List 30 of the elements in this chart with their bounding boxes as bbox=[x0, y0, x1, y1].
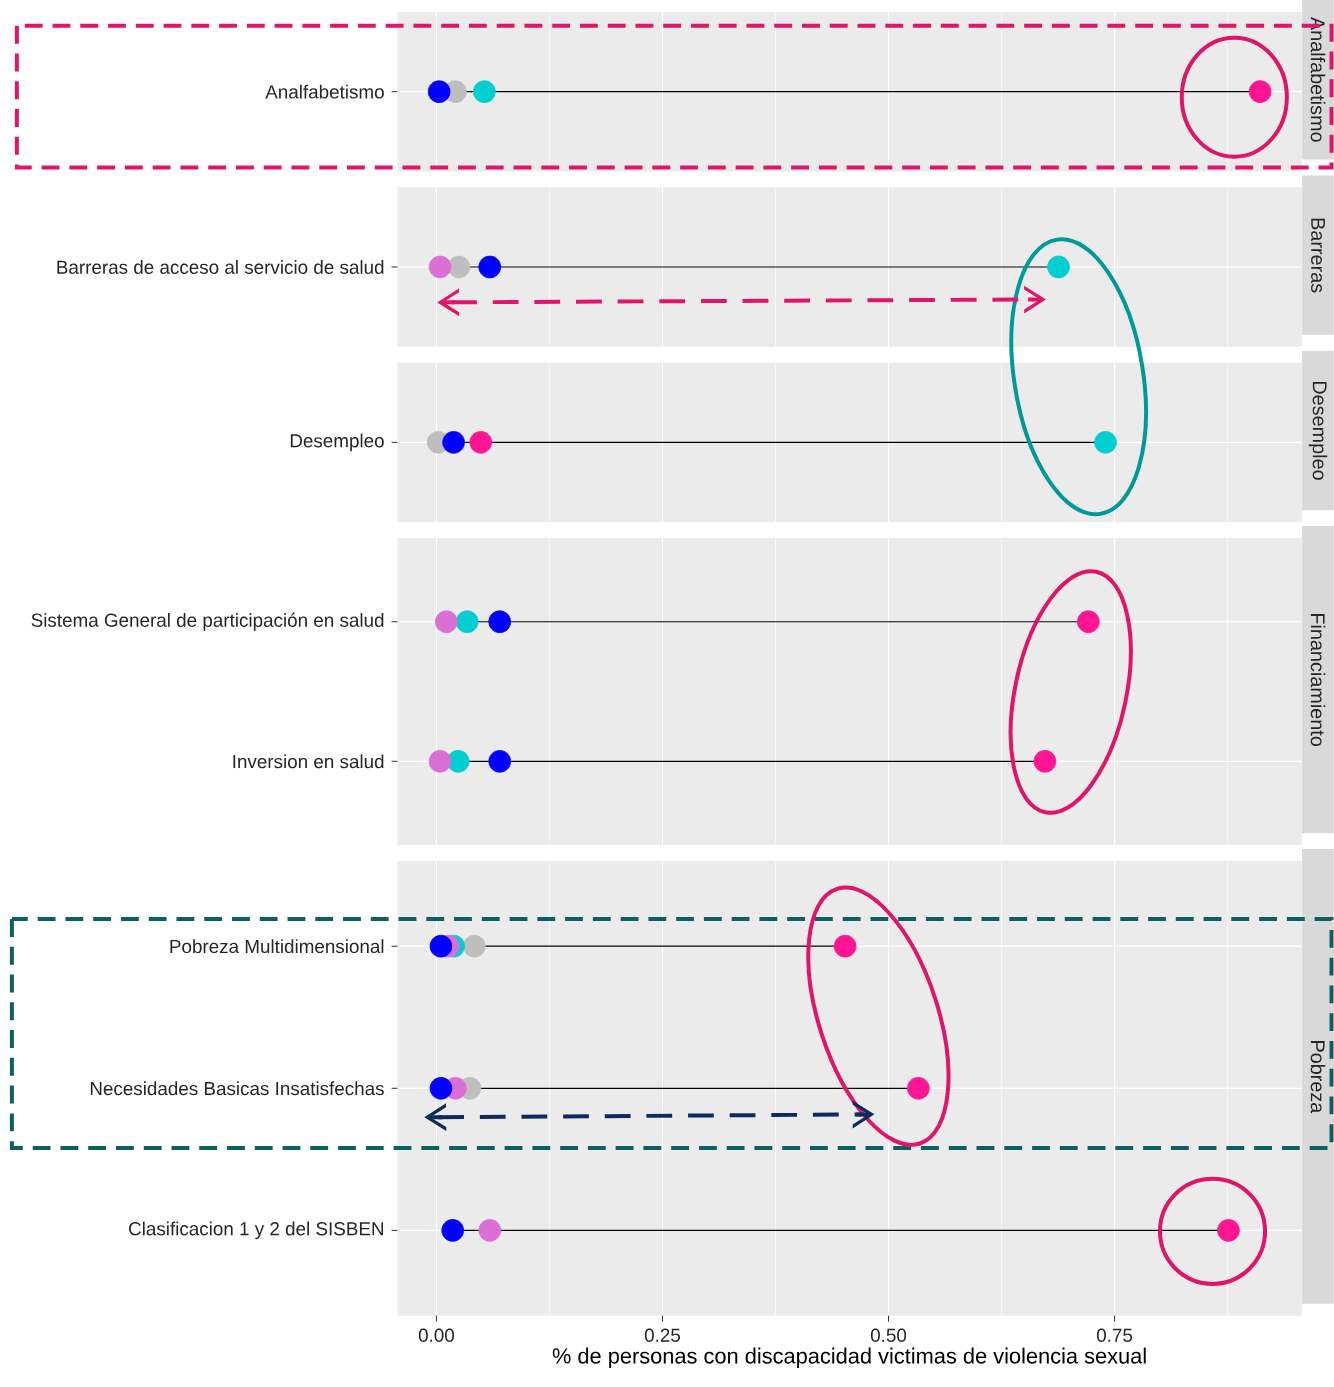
x-tick-label: 0.00 bbox=[418, 1328, 455, 1342]
point bbox=[428, 750, 452, 773]
y-tick-label: Necesidades Basicas Insatisfechas bbox=[90, 1081, 384, 1096]
y-tick-label: Clasificacion 1 y 2 del SISBEN bbox=[129, 1221, 384, 1240]
point bbox=[488, 750, 512, 773]
y-tick-label: Sistema General de participación en salud bbox=[31, 612, 384, 631]
x-tick-label: 0.75 bbox=[1097, 1328, 1133, 1342]
point bbox=[463, 934, 486, 958]
x-tick-label: 0.25 bbox=[644, 1328, 681, 1342]
point bbox=[446, 750, 470, 773]
x-axis-title: % de personas con discapacidad victimas de violencia sexual bbox=[552, 1347, 1146, 1368]
point bbox=[441, 1219, 465, 1242]
y-tick-label: Inversion en salud bbox=[233, 754, 384, 769]
point bbox=[435, 610, 458, 634]
point bbox=[429, 1076, 453, 1100]
point bbox=[488, 610, 512, 634]
point bbox=[833, 934, 857, 958]
point bbox=[907, 1076, 930, 1100]
x-tick-label: 0.50 bbox=[871, 1328, 907, 1342]
point bbox=[1033, 750, 1057, 773]
text: Barreras bbox=[1311, 218, 1325, 293]
point bbox=[1077, 610, 1100, 634]
point bbox=[455, 610, 479, 634]
point bbox=[1217, 1219, 1240, 1242]
y-tick-label: Pobreza Multidimensional bbox=[170, 939, 384, 954]
point bbox=[429, 934, 453, 958]
text: Pobreza bbox=[1310, 1041, 1326, 1114]
text: Financiamiento bbox=[1310, 614, 1326, 747]
point bbox=[478, 1219, 502, 1242]
y-tick-label: Barreras de acceso al servicio de salud bbox=[57, 260, 384, 274]
